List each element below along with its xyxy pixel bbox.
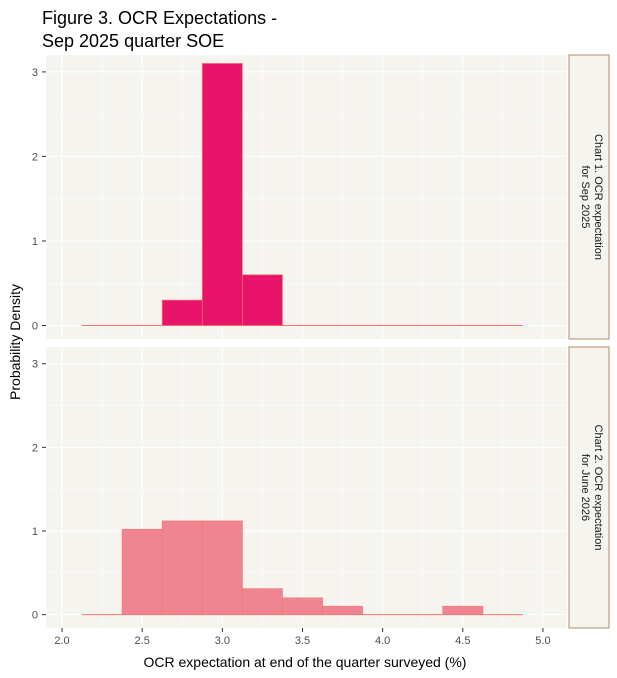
y-tick-label: 0 <box>32 320 38 332</box>
panel-2: 2.0 2.5 3.0 3.5 4.0 4.5 5.0 0 1 2 3 Chart 2. OCR ex… <box>32 346 610 647</box>
histogram-bar <box>201 63 243 326</box>
x-tick-label: 2.5 <box>135 635 150 647</box>
facet-strip <box>568 346 610 629</box>
facet-strip-label: Chart 2. OCR expectationfor June 2026 <box>579 425 604 551</box>
x-tick-label: 4.5 <box>455 635 470 647</box>
figure-title-line1: Figure 3. OCR Expectations - <box>42 8 277 28</box>
histogram-bar <box>201 520 243 615</box>
histogram-bar <box>282 597 323 615</box>
y-tick-label: 3 <box>32 67 38 79</box>
facet-strip-label: Chart 1. OCR expectationfor Sep 2025 <box>579 134 604 260</box>
facet-strip-label-line2: for Sep 2025 <box>579 166 591 229</box>
x-tick-label: 3.5 <box>295 635 310 647</box>
y-tick-label: 3 <box>32 359 38 371</box>
facet-strip-label-line2: for June 2026 <box>579 454 591 521</box>
histogram-bar <box>121 528 163 615</box>
histogram-bar <box>161 520 203 615</box>
histogram-bar <box>242 588 283 615</box>
histogram-bar <box>242 274 283 326</box>
y-tick-label: 1 <box>32 236 38 248</box>
panel-1: 0 1 2 3 Chart 1. OCR expectationfor Sep 2025 <box>32 54 610 340</box>
facet-strip-label-line1: Chart 1. OCR expectation <box>592 134 604 260</box>
y-axis-label: Probability Density <box>7 284 23 400</box>
facet-strip-label-line1: Chart 2. OCR expectation <box>592 425 604 551</box>
y-tick-label: 0 <box>32 610 38 622</box>
x-tick-label: 4.0 <box>375 635 390 647</box>
x-tick-label: 5.0 <box>535 635 550 647</box>
facet-strip <box>568 54 610 340</box>
x-tick-label: 2.0 <box>54 635 69 647</box>
y-tick-label: 2 <box>32 151 38 163</box>
histogram-bar <box>161 299 203 326</box>
histogram-bar <box>442 605 484 615</box>
x-tick-label: 3.0 <box>215 635 230 647</box>
histogram-bar <box>322 605 363 615</box>
y-tick-label: 1 <box>32 526 38 538</box>
y-tick-label: 2 <box>32 442 38 454</box>
panel-background <box>46 55 567 339</box>
figure-title-line2: Sep 2025 quarter SOE <box>42 31 224 51</box>
x-axis-label: OCR expectation at end of the quarter su… <box>144 654 467 670</box>
facet-panels: 0 1 2 3 Chart 1. OCR expectationfor Sep 2025… <box>32 54 610 647</box>
